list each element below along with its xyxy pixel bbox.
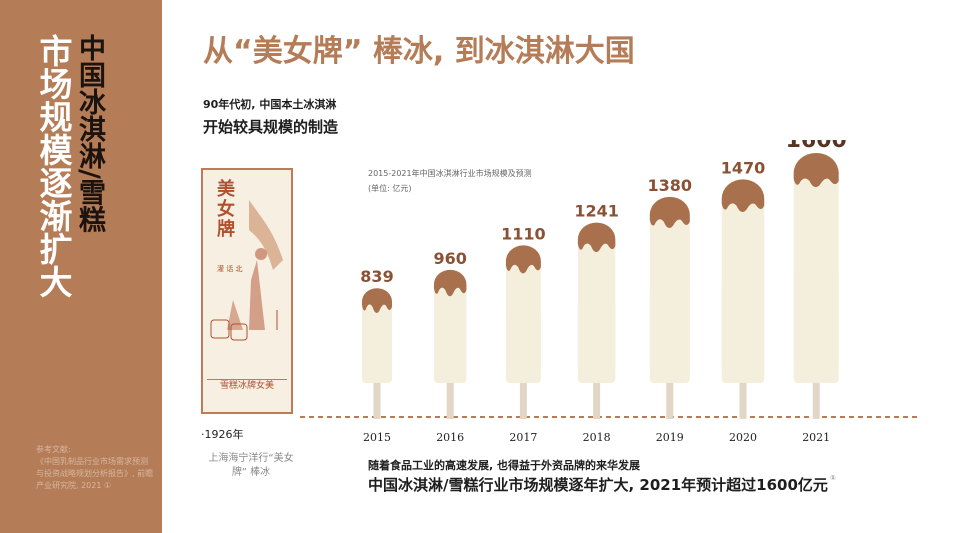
ice-cream-stick bbox=[519, 379, 527, 419]
vintage-poster-image: 美女牌 灌 话 北 雪糕冰牌女美 bbox=[201, 168, 293, 414]
chocolate-coating bbox=[721, 179, 765, 213]
sidebar-title-sub: 中国冰淇淋/雪糕 bbox=[74, 34, 105, 233]
page-title: 从“美女牌” 棒冰, 到冰淇淋大国 bbox=[203, 34, 635, 69]
bar-value-label: 1470 bbox=[721, 158, 766, 177]
x-tick-label: 2019 bbox=[656, 431, 684, 444]
ice-cream-bar-chart: 839 2015 960 2016 1110 2017 1241 2018 1380 2019 14… bbox=[300, 140, 920, 444]
bar-value-label: 1600 bbox=[786, 140, 847, 153]
chocolate-coating bbox=[793, 153, 839, 188]
x-tick-label: 2016 bbox=[436, 431, 464, 444]
poster-bottom-text: 雪糕冰牌女美 bbox=[207, 379, 287, 408]
chocolate-coating bbox=[362, 288, 392, 314]
bar-value-label: 839 bbox=[360, 267, 393, 286]
ice-cream-bar-body bbox=[649, 289, 690, 383]
ice-cream-bar-body bbox=[505, 314, 541, 383]
ice-cream-bar-body bbox=[362, 335, 392, 383]
ice-cream-stick bbox=[812, 379, 820, 419]
subhead-line1: 90年代初, 中国本土冰淇淋 bbox=[203, 98, 337, 111]
ice-cream-stick bbox=[739, 379, 747, 419]
chocolate-coating bbox=[433, 269, 467, 297]
subhead-line2: 开始较具规模的制造 bbox=[203, 118, 339, 136]
chart-title: 2015-2021年中国冰淇淋行业市场规模及预测 bbox=[368, 169, 532, 178]
sidebar-title-main: 市场规模逐渐扩大 bbox=[34, 34, 73, 298]
sidebar: 市场规模逐渐扩大 中国冰淇淋/雪糕 参考文献: 《中国乳制品行业市场需求预测与投… bbox=[0, 0, 162, 533]
references-text: 《中国乳制品行业市场需求预测与投资战略规划分析报告》, 前瞻产业研究院, 202… bbox=[36, 457, 154, 490]
poster-brand: 美女牌 bbox=[217, 179, 235, 240]
ice-cream-stick bbox=[593, 379, 601, 419]
ice-cream-bar-body bbox=[433, 326, 467, 383]
ice-cream-stick bbox=[446, 379, 454, 419]
x-tick-label: 2021 bbox=[802, 431, 830, 444]
poster-caption: 上海海宁洋行“美女牌” 棒冰 bbox=[208, 453, 294, 478]
chocolate-coating bbox=[649, 196, 690, 228]
bar-value-label: 1241 bbox=[574, 202, 619, 221]
poster-illustration bbox=[210, 200, 283, 341]
footer-line2: 中国冰淇淋/雪糕行业市场规模逐年扩大, 2021年预计超过1600亿元 ① bbox=[368, 474, 836, 495]
ice-cream-bar-body bbox=[793, 268, 839, 383]
poster-year: ·1926年 bbox=[201, 428, 244, 441]
chocolate-coating bbox=[505, 245, 541, 274]
poster-address: 灌 话 北 bbox=[217, 265, 243, 273]
bar-value-label: 960 bbox=[433, 249, 466, 268]
ice-cream-bar-body bbox=[721, 281, 765, 383]
footer-line2-text: 中国冰淇淋/雪糕行业市场规模逐年扩大, 2021年预计超过1600亿元 bbox=[368, 476, 828, 494]
footer-line1: 随着食品工业的高速发展, 也得益于外资品牌的来华发展 bbox=[368, 459, 641, 472]
x-tick-label: 2020 bbox=[729, 431, 757, 444]
bar-value-label: 1110 bbox=[501, 224, 546, 243]
ice-cream-bar-body bbox=[577, 302, 616, 383]
x-tick-label: 2017 bbox=[509, 431, 537, 444]
ice-cream-stick bbox=[373, 379, 381, 419]
chart-unit: (单位: 亿元) bbox=[368, 184, 412, 193]
references: 参考文献: 《中国乳制品行业市场需求预测与投资战略规划分析报告》, 前瞻产业研究… bbox=[36, 444, 154, 492]
chocolate-coating bbox=[577, 222, 616, 253]
bar-value-label: 1380 bbox=[648, 176, 693, 195]
footnote-mark: ① bbox=[829, 474, 836, 482]
x-tick-label: 2018 bbox=[583, 431, 611, 444]
ice-cream-stick bbox=[666, 379, 674, 419]
x-tick-label: 2015 bbox=[363, 431, 391, 444]
references-label: 参考文献: bbox=[36, 445, 71, 454]
